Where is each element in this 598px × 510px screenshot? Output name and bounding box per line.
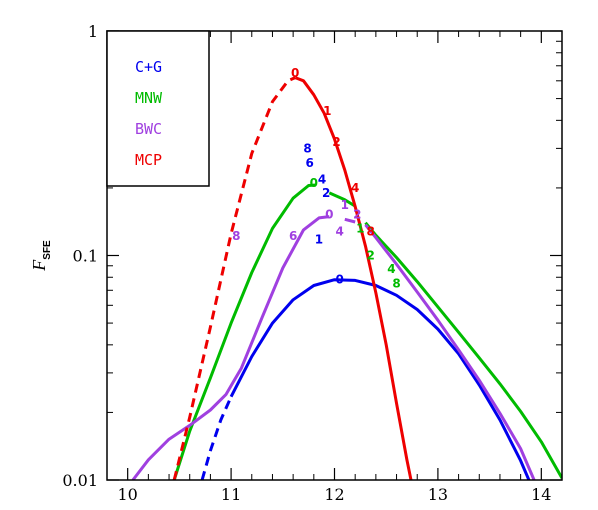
curve-annotation: 0 (335, 273, 343, 287)
series-1-segment-2 (364, 221, 562, 479)
curve-annotation: 0 (310, 176, 318, 190)
series-2-segment-2 (364, 223, 536, 480)
x-tick-label: 14 (531, 485, 551, 504)
curve-annotation: 2 (353, 208, 361, 222)
series-3-segment-1 (294, 76, 413, 480)
x-tick-label: 11 (221, 485, 241, 504)
curve-annotation: 4 (351, 181, 359, 195)
series-2-segment-0 (131, 215, 330, 480)
y-tick-label: 0.1 (73, 247, 98, 266)
curves-layer (131, 76, 562, 480)
curve-annotation: 6 (289, 229, 297, 243)
curve-annotation: 2 (322, 186, 330, 200)
curve-annotation: 8 (232, 229, 240, 243)
x-tick-label: 10 (118, 485, 138, 504)
legend: C+G MNW BWC MCP (106, 30, 210, 187)
legend-entry: BWC (135, 120, 162, 138)
curve-annotation: 8 (367, 224, 375, 238)
curve-annotation: 2 (367, 249, 375, 263)
curve-annotation: 1 (315, 232, 323, 246)
x-tick-label: 13 (428, 485, 448, 504)
y-axis-label: FSFE (29, 240, 53, 272)
curve-annotation: 0 (291, 66, 299, 80)
series-0-segment-1 (229, 278, 531, 480)
curve-annotation: 8 (303, 141, 311, 155)
curve-annotation: 8 (392, 277, 400, 291)
curve-annotation: 1 (341, 198, 349, 212)
legend-box (106, 30, 210, 187)
x-tick-label: 12 (324, 485, 344, 504)
legend-entry: C+G (135, 58, 162, 76)
series-1-segment-1 (328, 191, 356, 208)
series-2-segment-1 (344, 217, 356, 224)
series-1-segment-0 (172, 183, 317, 480)
legend-entry: MNW (135, 89, 163, 107)
y-axis-label-main: F (29, 259, 49, 272)
curve-annotation: 1 (356, 221, 364, 235)
ticks-layer: 10 11 12 13 140.010.11 (62, 22, 563, 504)
curve-annotation: 1 (323, 104, 331, 118)
series-0-segment-0 (200, 396, 233, 480)
curve-annotation: 2 (332, 135, 340, 149)
y-tick-label: 0.01 (62, 471, 98, 490)
legend-entry: MCP (135, 151, 162, 169)
curve-annotation: 6 (306, 156, 314, 170)
curve-annotation: 4 (387, 262, 395, 276)
y-axis-label-subscript: SFE (42, 240, 53, 260)
curve-annotation: 0 (325, 208, 333, 222)
y-tick-label: 1 (88, 22, 98, 41)
series-3-segment-0 (172, 76, 296, 480)
curve-annotation: 4 (335, 224, 343, 238)
curve-annotation: 4 (318, 173, 326, 187)
